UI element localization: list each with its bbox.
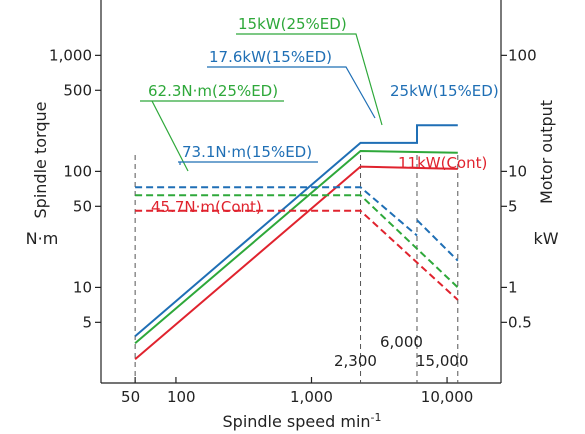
series-output-25ed	[134, 149, 458, 345]
annotation-45-7nm-cont: 45.7N·m(Cont)	[151, 198, 262, 216]
leader-15kw-25ed	[236, 33, 383, 126]
annotation-73-1nm-15ed: 73.1N·m(15%ED)	[182, 143, 312, 161]
right-axis-unit: kW	[533, 229, 558, 248]
series-torque-25ed	[135, 194, 459, 289]
speed-guide-lines	[134, 155, 459, 383]
right-tick-label: 5	[508, 197, 518, 215]
axis-ticks: 50 100 1,000 10,000 1,000 500 100 50 10 5 100 10 5 1 0…	[49, 46, 537, 406]
left-tick-label: 100	[63, 162, 92, 180]
annotation-11kw-cont: 11kW(Cont)	[398, 154, 487, 172]
left-tick-label: 50	[73, 197, 92, 215]
right-tick-label: 10	[508, 162, 527, 180]
left-tick-label: 5	[82, 313, 92, 331]
x-tick-label: 50	[121, 388, 140, 406]
series-output-cont	[134, 165, 458, 361]
marker-label-6000: 6,000	[380, 333, 423, 351]
series-lines	[134, 124, 459, 361]
x-tick-label: 100	[167, 388, 196, 406]
left-tick-label: 10	[73, 278, 92, 296]
leader-17-6kw-15ed	[207, 66, 376, 119]
right-tick-label: 1	[508, 278, 518, 296]
left-tick-label: 500	[63, 81, 92, 99]
series-output-15ed	[134, 124, 458, 337]
right-tick-label: 100	[508, 46, 537, 64]
series-torque-15ed-tail	[416, 219, 459, 262]
marker-label-15000: 15,000	[416, 352, 469, 370]
x-tick-label: 10,000	[421, 388, 474, 406]
series-torque-15ed	[135, 186, 418, 237]
left-tick-label: 1,000	[49, 46, 92, 64]
annotation-leaders	[140, 33, 383, 172]
leader-62-3nm-25ed-arrow	[151, 100, 189, 172]
x-tick-label: 1,000	[290, 388, 333, 406]
annotation-25kw-15ed: 25kW(15%ED)	[390, 82, 499, 100]
series-torque-cont	[135, 209, 459, 301]
annotation-17-6kw-15ed: 17.6kW(15%ED)	[209, 48, 332, 66]
right-tick-label: 0.5	[508, 313, 532, 331]
annotation-62-3nm-25ed: 62.3N·m(25%ED)	[148, 82, 278, 100]
right-axis-title: Motor output	[537, 100, 556, 204]
left-axis-title: Spindle torque	[31, 102, 50, 219]
marker-label-2300: 2,300	[334, 352, 377, 370]
annotation-15kw-25ed: 15kW(25%ED)	[238, 15, 347, 33]
x-axis-title: Spindle speed min-1	[223, 411, 382, 431]
left-axis-unit: N·m	[26, 229, 59, 248]
